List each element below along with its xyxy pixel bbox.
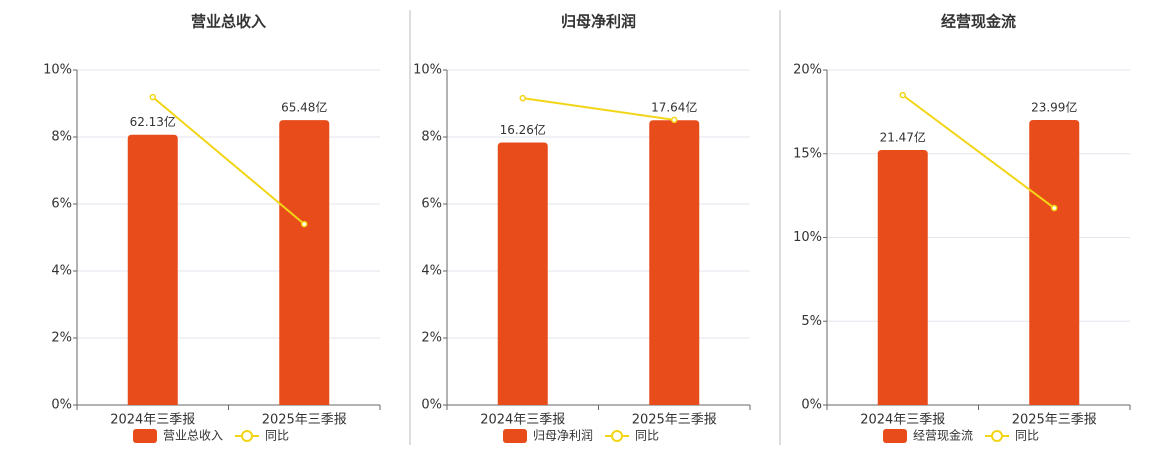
x-tick-label: 2025年三季报 xyxy=(632,413,717,428)
y-tick-label: 4% xyxy=(51,264,72,279)
legend-swatch xyxy=(883,429,907,443)
chart-title: 归母净利润 xyxy=(561,13,636,31)
legend-label: 经营现金流 xyxy=(913,428,973,443)
y-tick-label: 15% xyxy=(793,146,822,161)
legend-swatch xyxy=(503,429,527,443)
line xyxy=(902,94,1055,209)
chart-title: 经营现金流 xyxy=(941,13,1016,31)
y-tick-label: 0% xyxy=(421,398,442,413)
y-tick-label: 2% xyxy=(421,331,442,346)
legend-label: 归母净利润 xyxy=(533,429,593,443)
legend-label: 同比 xyxy=(635,429,659,443)
x-tick-label: 2024年三季报 xyxy=(860,413,945,428)
line xyxy=(522,97,675,121)
bar xyxy=(497,142,548,406)
y-tick-label: 6% xyxy=(421,197,442,212)
line-point xyxy=(1051,204,1058,212)
line-point xyxy=(899,91,906,99)
legend-swatch xyxy=(991,430,1004,442)
y-tick-label: 8% xyxy=(51,130,72,145)
bar xyxy=(279,120,330,406)
value-label: 21.47亿 xyxy=(880,129,926,144)
value-label: 16.26亿 xyxy=(500,122,546,137)
y-tick-label: 4% xyxy=(421,264,442,279)
y-tick-label: 6% xyxy=(51,197,72,212)
legend-label: 营业总收入 xyxy=(163,429,223,443)
bar xyxy=(1029,120,1080,405)
x-tick-label: 2025年三季报 xyxy=(262,413,347,428)
line-point xyxy=(671,116,678,124)
value-label: 17.64亿 xyxy=(651,100,697,115)
chart-title: 营业总收入 xyxy=(191,13,266,31)
y-tick-label: 10% xyxy=(793,230,822,245)
legend-label: 同比 xyxy=(265,429,289,443)
legend-swatch xyxy=(611,430,624,442)
legend-label: 同比 xyxy=(1015,429,1039,443)
bar xyxy=(877,149,928,405)
line-point xyxy=(519,94,526,102)
line-point xyxy=(301,220,308,228)
y-tick-label: 0% xyxy=(801,398,822,413)
y-tick-label: 10% xyxy=(413,63,442,78)
y-tick-label: 20% xyxy=(793,63,822,78)
y-tick-label: 8% xyxy=(421,130,442,145)
y-tick-label: 0% xyxy=(51,398,72,413)
bar xyxy=(127,134,178,405)
y-tick-label: 10% xyxy=(43,63,72,78)
line xyxy=(152,96,305,225)
y-tick-label: 5% xyxy=(801,314,822,329)
value-label: 23.99亿 xyxy=(1031,100,1077,115)
x-tick-label: 2024年三季报 xyxy=(110,413,195,428)
x-tick-label: 2024年三季报 xyxy=(480,413,565,428)
legend-swatch xyxy=(133,429,157,443)
legend-swatch xyxy=(241,430,254,442)
value-label: 62.13亿 xyxy=(130,114,176,129)
bar xyxy=(649,120,700,405)
x-tick-label: 2025年三季报 xyxy=(1012,413,1097,428)
value-label: 65.48亿 xyxy=(281,100,327,115)
y-tick-label: 2% xyxy=(51,331,72,346)
line-point xyxy=(149,93,156,101)
